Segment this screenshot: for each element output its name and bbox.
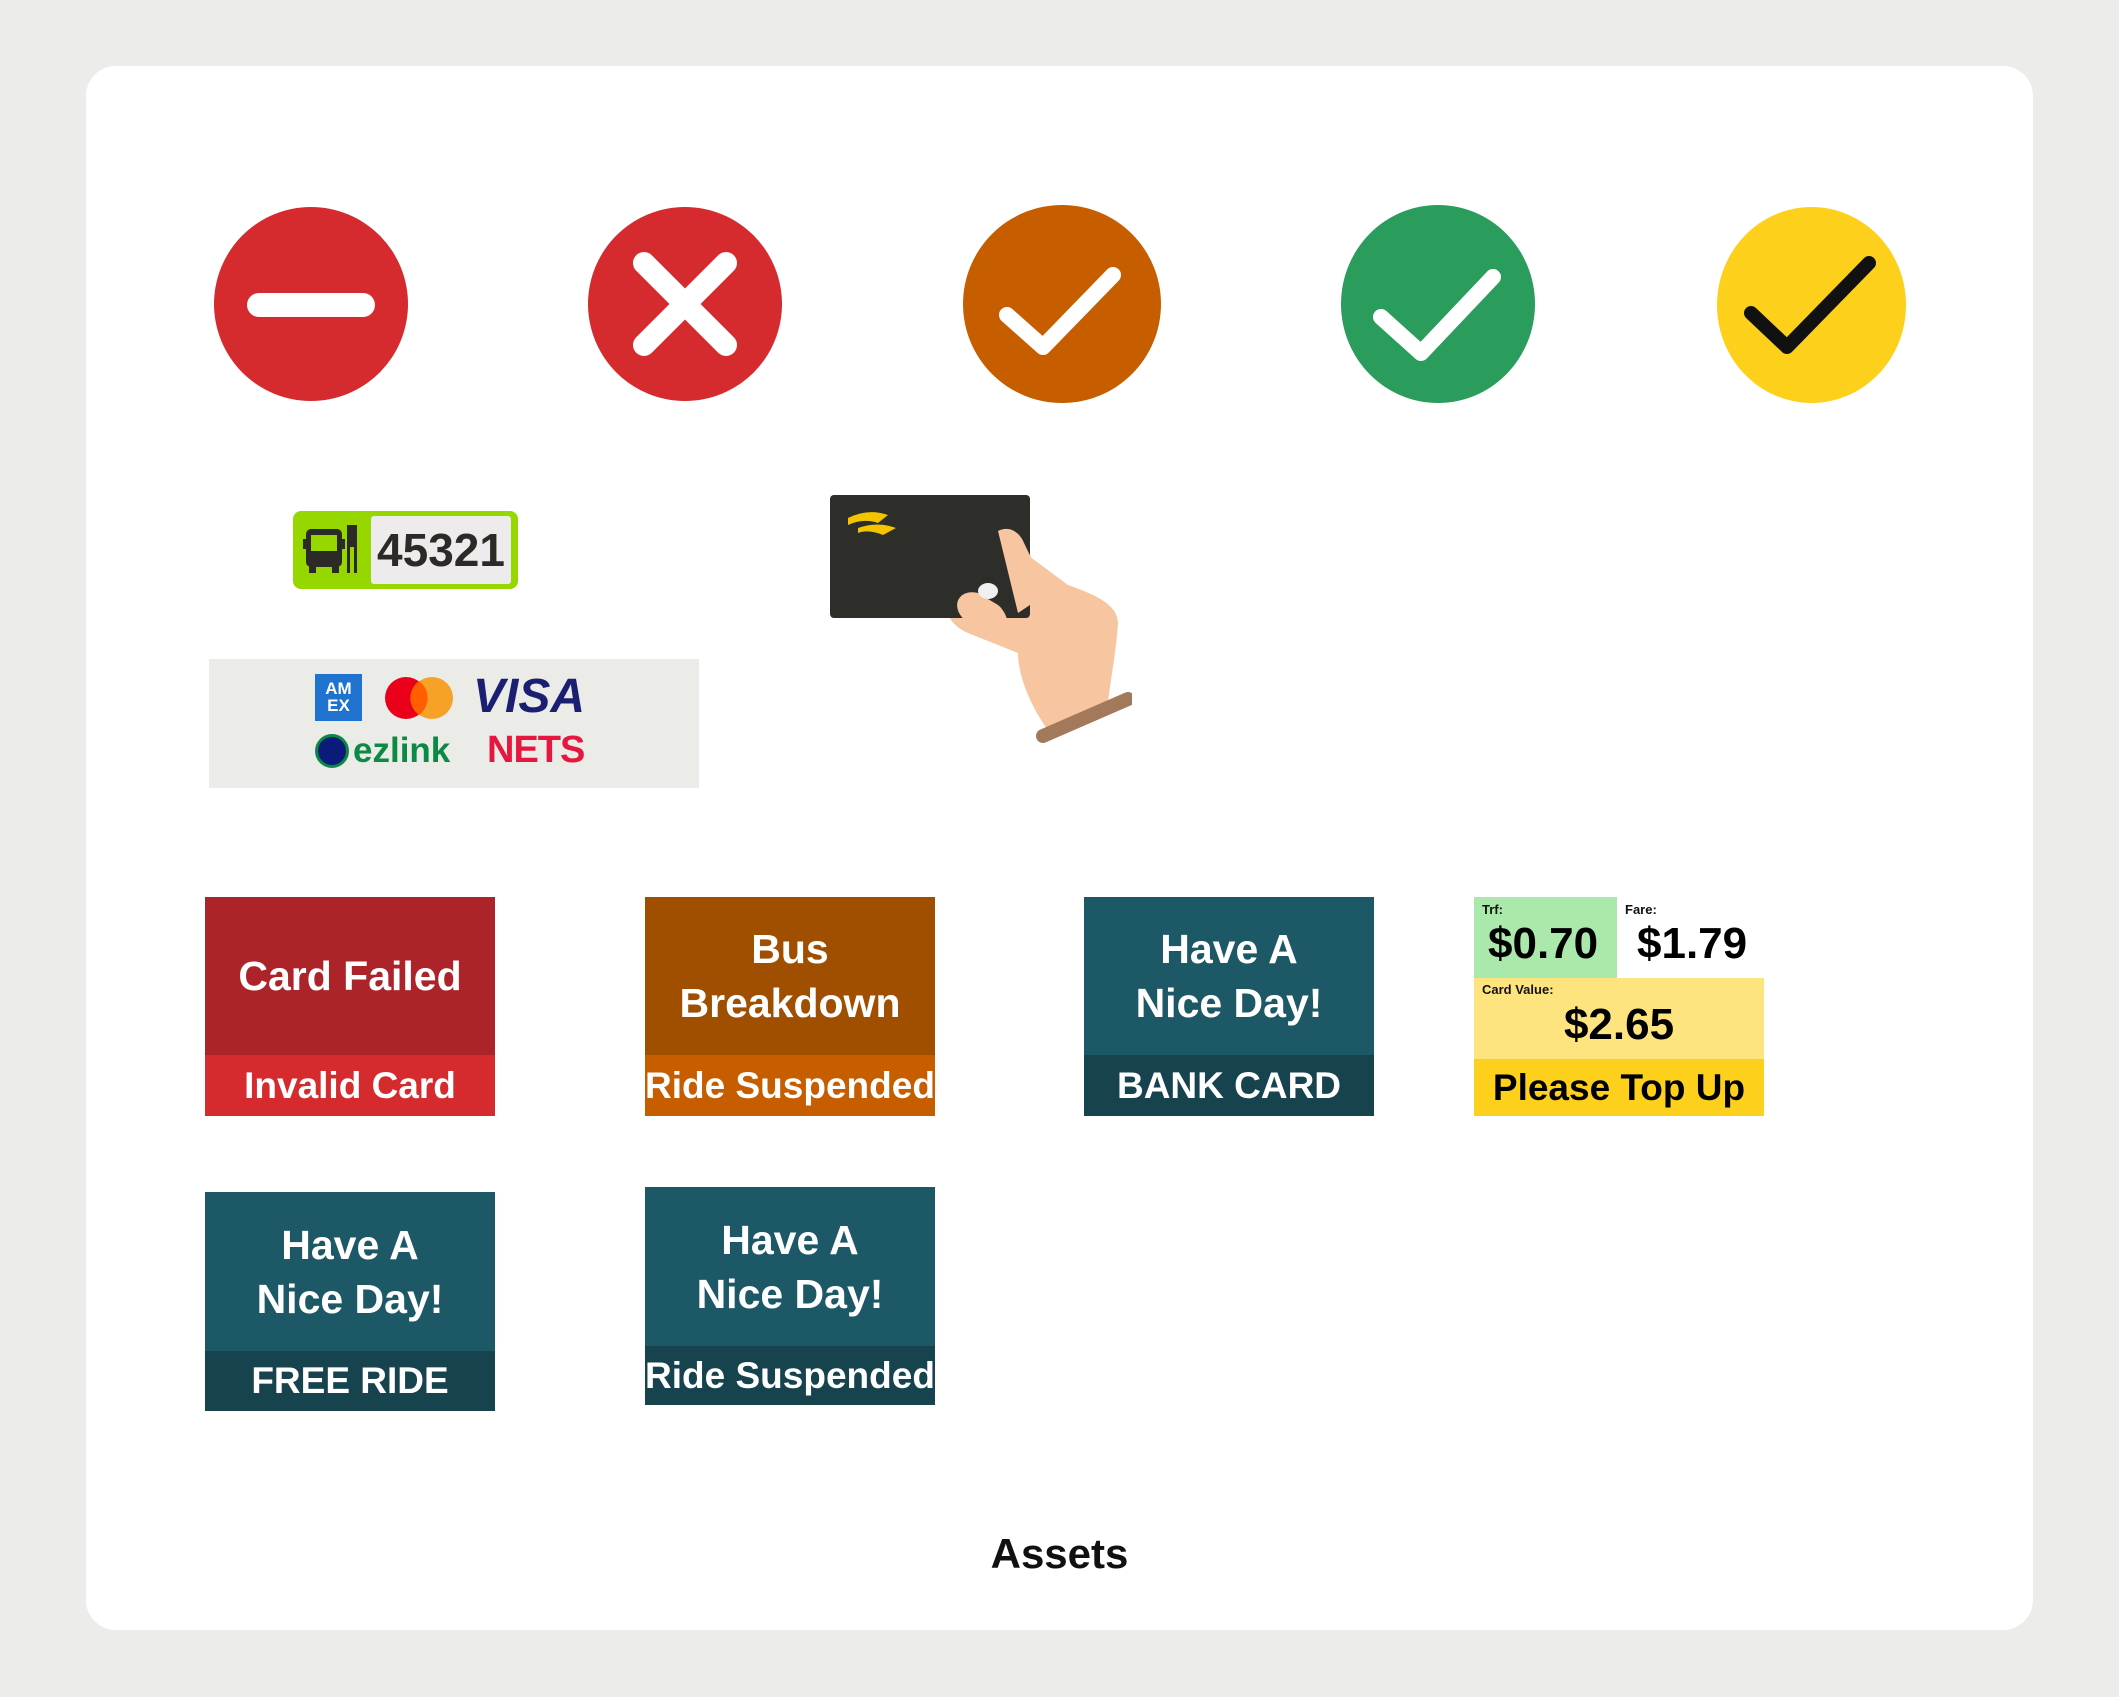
card-value-box: Card Value: $2.65 (1474, 978, 1764, 1059)
payment-methods: AM EX VISA ezlink NETS (209, 659, 699, 788)
bus-stop-code: 45321 (371, 516, 511, 584)
check-green-icon (1341, 205, 1535, 403)
tile-title-line2: Nice Day! (256, 1275, 444, 1322)
ride-suspended-tile: Have A Nice Day! Ride Suspended (645, 1187, 935, 1405)
transfer-value: $0.70 (1488, 919, 1599, 968)
bank-card-tile: Have A Nice Day! BANK CARD (1084, 897, 1374, 1116)
tile-title-line2: Nice Day! (1135, 980, 1323, 1026)
bus-stop-badge: 45321 (293, 511, 518, 589)
mastercard-logo (385, 677, 453, 719)
check-yellow-icon (1717, 207, 1906, 403)
tile-title-line1: Have A (721, 1216, 859, 1263)
visa-logo: VISA (473, 670, 586, 723)
card-value-label: Card Value: (1482, 982, 1554, 997)
tile-subtitle: Ride Suspended (645, 1354, 935, 1396)
card-value: $2.65 (1563, 1000, 1675, 1049)
no-entry-icon (214, 207, 408, 401)
bus-stop-icon (303, 525, 357, 573)
tile-title-line1: Have A (1160, 926, 1298, 972)
transfer-label: Trf: (1482, 902, 1503, 917)
fare-panel: Trf: $0.70 Fare: $1.79 Card Value: $2.65… (1474, 897, 1764, 1116)
tile-subtitle: Invalid Card (244, 1064, 456, 1106)
amex-logo: AM EX (315, 674, 362, 721)
top-up-message: Please Top Up (1474, 1059, 1764, 1116)
tile-subtitle: FREE RIDE (251, 1360, 449, 1401)
fare-label: Fare: (1625, 902, 1657, 917)
tile-title-line1: Bus (751, 926, 829, 972)
caption: Assets (990, 1530, 1129, 1577)
fare-box: Fare: $1.79 (1617, 897, 1764, 978)
nets-logo: NETS (487, 729, 585, 771)
bus-breakdown-tile: Bus Breakdown Ride Suspended (645, 897, 935, 1116)
tile-title-line2: Nice Day! (696, 1270, 884, 1317)
tile-title-line1: Have A (281, 1221, 419, 1268)
check-orange-icon (963, 205, 1161, 403)
hand-tapping-card-icon (830, 495, 1132, 743)
tile-subtitle: BANK CARD (1116, 1064, 1342, 1106)
transfer-box: Trf: $0.70 (1474, 897, 1617, 978)
tile-subtitle: Ride Suspended (645, 1064, 935, 1106)
ezlink-icon (315, 734, 349, 768)
tile-title-line2: Breakdown (679, 980, 901, 1026)
fare-value: $1.79 (1637, 919, 1748, 968)
cross-icon (588, 207, 782, 401)
free-ride-tile: Have A Nice Day! FREE RIDE (205, 1192, 495, 1411)
ezlink-logo: ezlink (315, 731, 450, 771)
tile-title: Card Failed (238, 953, 462, 999)
card-failed-tile: Card Failed Invalid Card (205, 897, 495, 1116)
